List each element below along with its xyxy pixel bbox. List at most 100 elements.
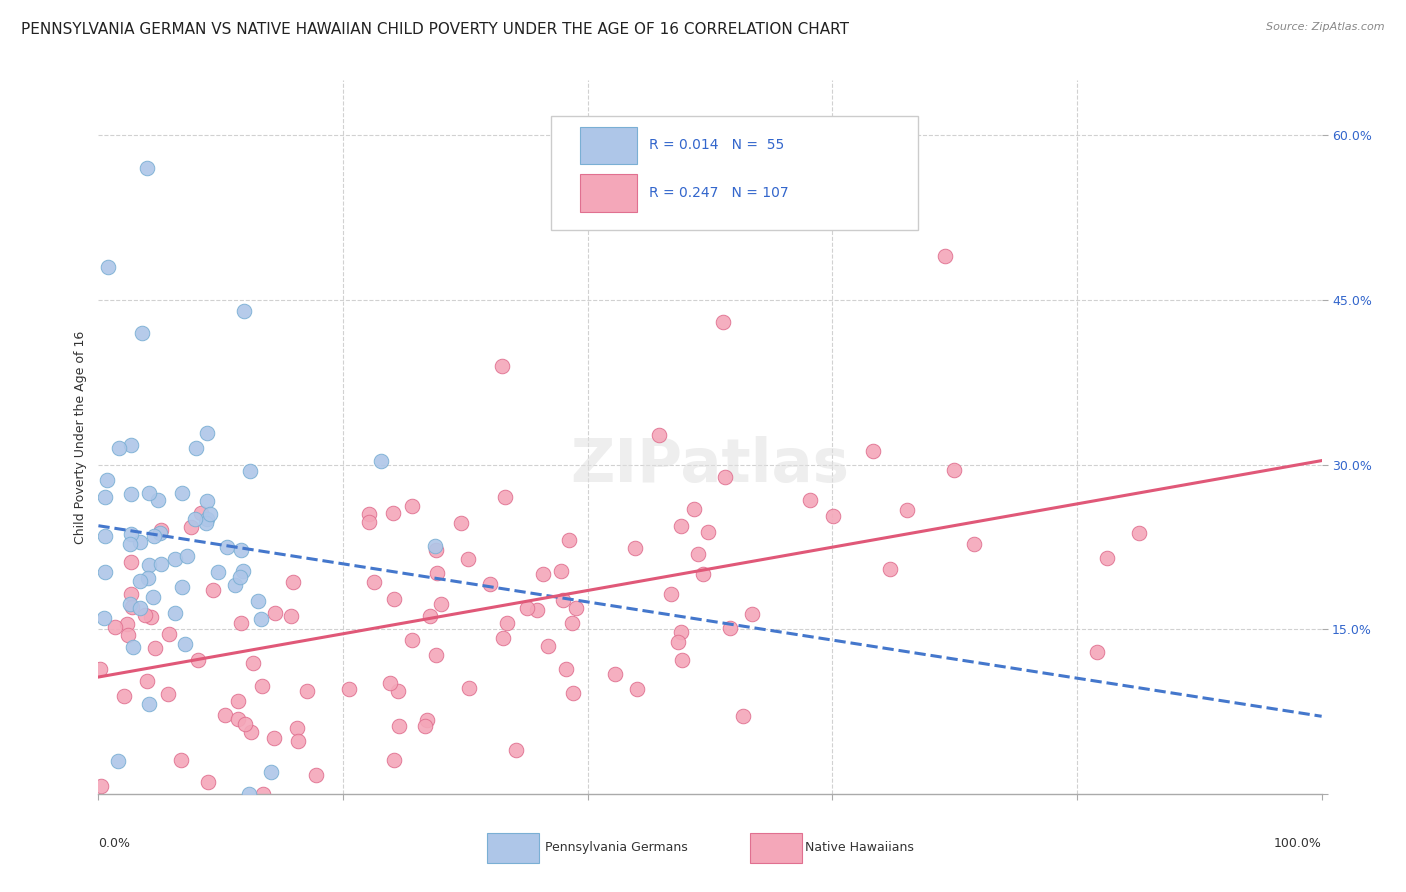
Point	[232, 564, 254, 578]
Point	[141, 610, 163, 624]
Text: Native Hawaiians: Native Hawaiians	[806, 841, 914, 854]
Point	[129, 601, 152, 615]
Point	[143, 529, 166, 543]
Point	[120, 527, 142, 541]
Point	[337, 681, 360, 696]
Point	[479, 577, 502, 591]
Text: 100.0%: 100.0%	[1274, 837, 1322, 850]
FancyBboxPatch shape	[551, 116, 918, 230]
Point	[550, 564, 572, 578]
Point	[401, 499, 423, 513]
Point	[1128, 525, 1150, 540]
Point	[491, 359, 513, 373]
Point	[555, 662, 578, 676]
Point	[495, 615, 517, 630]
Point	[224, 577, 246, 591]
Point	[287, 733, 309, 747]
Point	[129, 534, 152, 549]
Point	[626, 682, 648, 697]
Point	[136, 673, 159, 688]
Point	[696, 525, 718, 540]
Point	[714, 470, 737, 484]
Point	[138, 558, 160, 572]
Point	[165, 551, 187, 566]
Point	[669, 519, 692, 533]
Point	[896, 503, 918, 517]
Point	[363, 575, 385, 590]
FancyBboxPatch shape	[581, 175, 637, 211]
Point	[387, 683, 409, 698]
Point	[683, 502, 706, 516]
Point	[285, 721, 308, 735]
Point	[741, 607, 763, 621]
Point	[120, 487, 142, 501]
Text: Source: ZipAtlas.com: Source: ZipAtlas.com	[1267, 22, 1385, 32]
Point	[121, 599, 143, 614]
Point	[197, 774, 219, 789]
Point	[94, 566, 117, 580]
Point	[605, 667, 627, 681]
Point	[94, 529, 117, 543]
Point	[305, 768, 328, 782]
Point	[170, 580, 193, 594]
Point	[122, 640, 145, 654]
Point	[357, 507, 380, 521]
Point	[370, 454, 392, 468]
Point	[138, 486, 160, 500]
Point	[94, 490, 117, 504]
Point	[176, 549, 198, 563]
Point	[557, 533, 579, 548]
Point	[357, 516, 380, 530]
Point	[879, 562, 901, 576]
Point	[138, 697, 160, 711]
Point	[425, 648, 447, 662]
Point	[136, 571, 159, 585]
Point	[718, 621, 741, 635]
Point	[104, 619, 127, 633]
Point	[531, 566, 554, 581]
Point	[382, 592, 405, 607]
Point	[692, 566, 714, 581]
Point	[425, 539, 447, 553]
Point	[238, 787, 260, 801]
Point	[561, 616, 583, 631]
Point	[862, 443, 884, 458]
Text: R = 0.247   N = 107: R = 0.247 N = 107	[648, 186, 789, 200]
Point	[187, 653, 209, 667]
Point	[184, 441, 207, 455]
Point	[229, 543, 252, 558]
Text: R = 0.014   N =  55: R = 0.014 N = 55	[648, 138, 785, 153]
Point	[263, 731, 285, 746]
Point	[250, 611, 273, 625]
Point	[382, 506, 405, 520]
Point	[233, 717, 256, 731]
Point	[259, 764, 281, 779]
Point	[195, 493, 218, 508]
Point	[207, 566, 229, 580]
Point	[163, 606, 186, 620]
Point	[492, 631, 515, 645]
Point	[1097, 550, 1119, 565]
Point	[93, 611, 115, 625]
Point	[231, 615, 253, 630]
Point	[457, 551, 479, 566]
Point	[425, 542, 447, 557]
Point	[494, 490, 516, 504]
Y-axis label: Child Poverty Under the Age of 16: Child Poverty Under the Age of 16	[75, 330, 87, 544]
Point	[561, 686, 583, 700]
Point	[201, 582, 224, 597]
Point	[247, 594, 270, 608]
Point	[229, 570, 252, 584]
Point	[149, 525, 172, 540]
Point	[516, 601, 538, 615]
Point	[943, 463, 966, 477]
Point	[648, 428, 671, 442]
Point	[419, 608, 441, 623]
Point	[226, 712, 249, 726]
Point	[184, 512, 207, 526]
Text: ZIPatlas: ZIPatlas	[571, 436, 849, 495]
Point	[934, 249, 956, 263]
Point	[97, 260, 120, 274]
Point	[239, 464, 262, 478]
Point	[799, 493, 821, 508]
